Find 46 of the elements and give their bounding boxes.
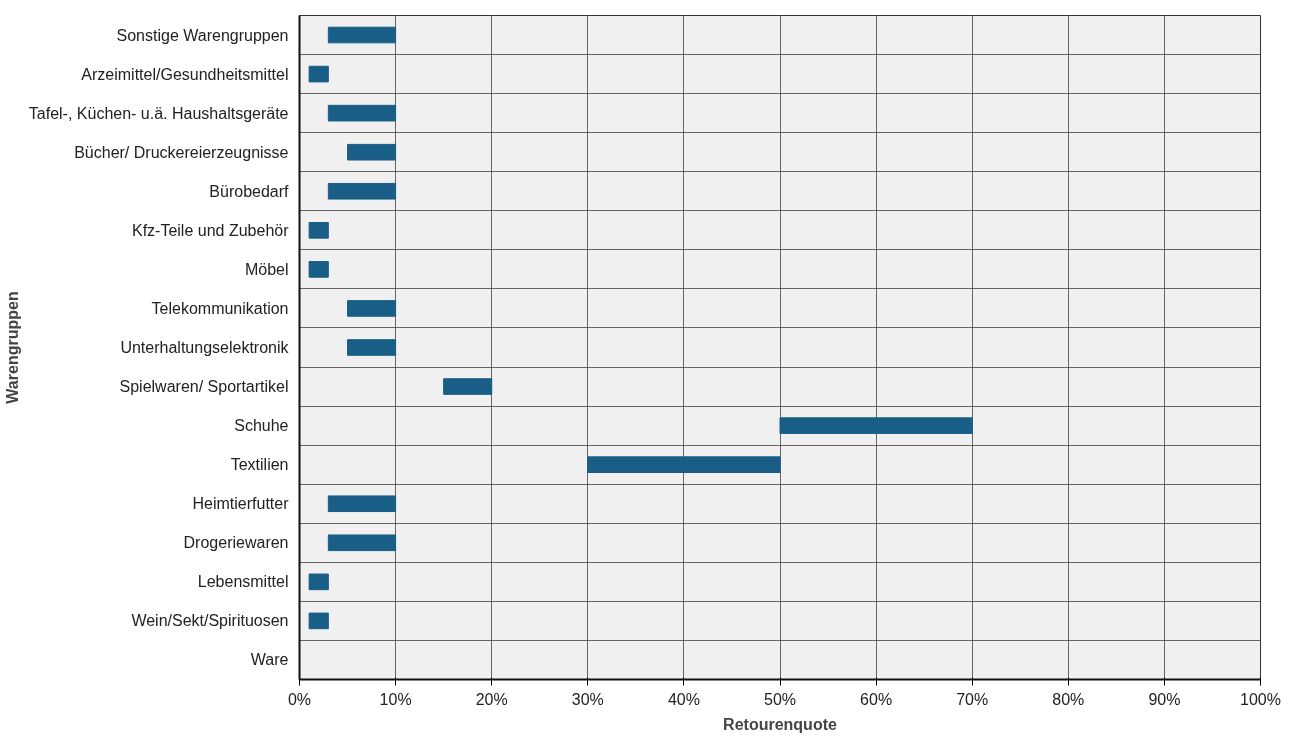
y-tick-label: Schuhe	[234, 417, 289, 435]
x-tick-label: 60%	[860, 690, 893, 708]
x-tick-label: 80%	[1052, 690, 1085, 708]
y-tick-label: Bücher/ Druckereierzeugnisse	[74, 143, 289, 161]
x-tick-label: 100%	[1240, 690, 1281, 708]
bar	[327, 534, 397, 552]
bar	[308, 65, 329, 83]
bar	[308, 573, 329, 591]
y-tick-label: Unterhaltungselektronik	[120, 339, 290, 356]
y-tick-label: Ware	[250, 651, 289, 669]
bar	[308, 261, 329, 278]
y-axis-title: Warengruppen	[3, 291, 21, 404]
y-tick-label: Telekommunikation	[151, 299, 289, 317]
x-tick-label: 90%	[1148, 690, 1181, 708]
bar	[347, 339, 397, 356]
bar	[308, 612, 329, 630]
bar	[347, 143, 397, 161]
y-tick-label: Möbel	[244, 260, 289, 278]
x-tick-label: 40%	[667, 690, 700, 708]
y-tick-label: Arzeimittel/Gesundheitsmittel	[81, 65, 289, 83]
x-tick-label: 0%	[287, 690, 312, 708]
x-axis-title: Retourenquote	[723, 715, 837, 733]
y-tick-label: Heimtierfutter	[192, 495, 290, 513]
bar	[327, 182, 397, 200]
x-tick-label: 50%	[763, 690, 797, 708]
y-tick-label: Kfz-Teile und Zubehör	[131, 221, 290, 239]
y-tick-label: Textilien	[230, 456, 289, 474]
bar	[443, 378, 493, 395]
y-tick-label: Drogeriewaren	[183, 534, 289, 552]
x-tick-label: 30%	[571, 690, 604, 708]
x-tick-label: 20%	[475, 690, 508, 708]
bar	[327, 26, 397, 44]
x-tick-label: 70%	[956, 690, 989, 708]
bar	[779, 417, 973, 434]
x-tick-label: 10%	[379, 690, 412, 708]
y-tick-label: Tafel-, Küchen- u.ä. Haushaltsgeräte	[28, 104, 289, 122]
bar	[327, 495, 397, 513]
y-tick-label: Spielwaren/ Sportartikel	[119, 378, 289, 396]
bar	[327, 104, 397, 122]
y-tick-label: Sonstige Warengruppen	[116, 26, 289, 44]
bar	[587, 456, 781, 473]
bar	[347, 300, 397, 317]
y-tick-label: Lebensmittel	[197, 573, 289, 591]
y-tick-label: Wein/Sekt/Spirituosen	[131, 612, 289, 630]
bar	[308, 222, 329, 239]
y-tick-label: Bürobedarf	[209, 182, 290, 200]
